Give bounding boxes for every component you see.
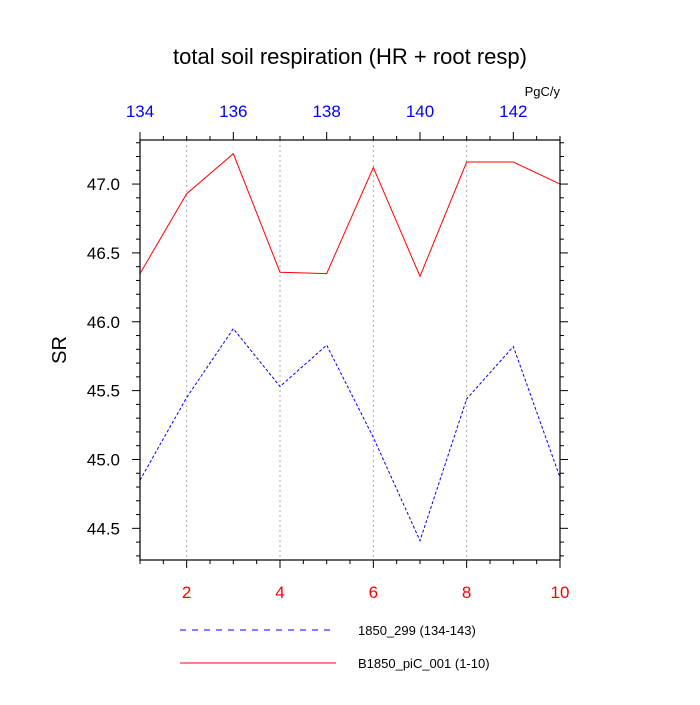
series-line-bottom (139, 152, 561, 278)
x-top-tick-label: 138 (312, 102, 340, 121)
legend-label-1850-299: 1850_299 (134-143) (358, 623, 476, 638)
tick-labels: 2 4 6 8 10 134 136 138 140 142 44.5 45.0 45.5 46.0 46.… (87, 102, 570, 602)
y-tick-label: 45.5 (87, 382, 120, 401)
legend-label-b1850-pic-001: B1850_piC_001 (1-10) (358, 656, 490, 671)
y-tick-label: 45.0 (87, 450, 120, 469)
x-top-tick-label: 140 (406, 102, 434, 121)
x-bottom-tick-label: 10 (551, 583, 570, 602)
x-top-tick-label: 136 (219, 102, 247, 121)
plot-frame (139, 139, 561, 561)
units-label: PgC/y (525, 84, 561, 99)
y-tick-label: 47.0 (87, 175, 120, 194)
y-axis-label: SR (49, 336, 71, 364)
x-top-tick-label: 134 (126, 102, 154, 121)
y-tick-label: 44.5 (87, 519, 120, 538)
y-tick-label: 46.0 (87, 313, 120, 332)
x-top-tick-label: 142 (499, 102, 527, 121)
x-bottom-tick-label: 2 (182, 583, 191, 602)
series-lines (139, 152, 561, 543)
tick-marks (132, 132, 568, 568)
x-bottom-tick-label: 4 (275, 583, 284, 602)
grid-lines (186, 140, 468, 560)
x-bottom-tick-label: 6 (369, 583, 378, 602)
y-tick-label: 46.5 (87, 244, 120, 263)
chart-title: total soil respiration (HR + root resp) (173, 44, 527, 69)
x-bottom-tick-label: 8 (462, 583, 471, 602)
series-line-top (139, 327, 561, 543)
legend: 1850_299 (134-143) B1850_piC_001 (1-10) (180, 623, 490, 671)
